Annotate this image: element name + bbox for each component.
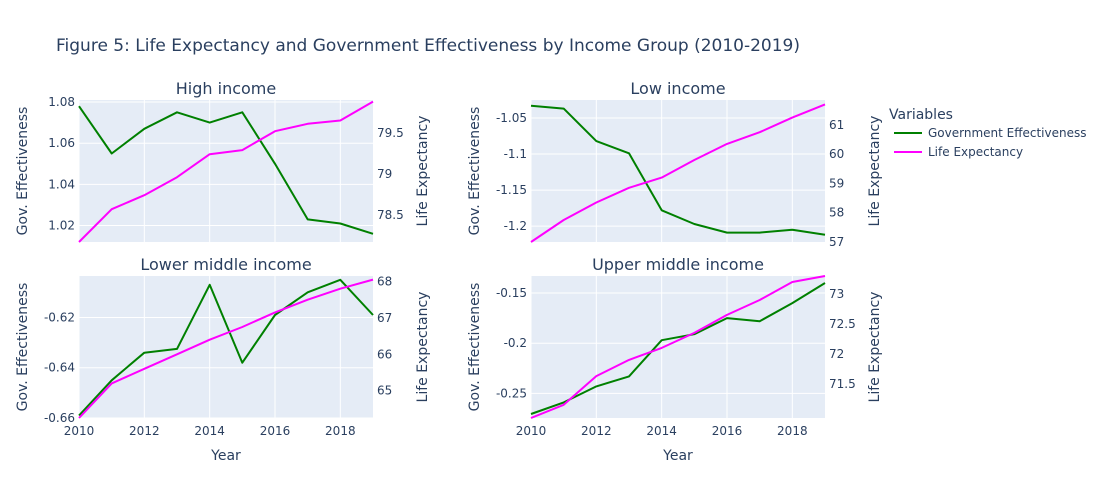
y-tick-label: 1.06 (48, 136, 75, 150)
y2-tick-label: 71.5 (829, 377, 856, 391)
subplot-title-low-income: Low income (630, 79, 725, 98)
x-tick-label: 2018 (777, 424, 808, 438)
figure-title: Figure 5: Life Expectancy and Government… (56, 36, 800, 56)
x-axis-title-lower-middle-income: Year (210, 448, 241, 464)
y-tick-label: -0.15 (496, 286, 527, 300)
legend-title: Variables (889, 107, 953, 123)
gov-effectiveness-line-lower-middle-income (78, 278, 374, 417)
subplot-lower-middle-income: -0.66 -0.64 -0.62 65 66 67 68 2010 2012 2014 2016 2… (15, 255, 431, 464)
y-tick-label: -0.66 (44, 411, 75, 425)
subplot-title-high-income: High income (176, 79, 276, 98)
y2-tick-label: 65 (377, 384, 392, 398)
life-expectancy-line-low-income (530, 103, 826, 243)
x-tick-label: 2010 (64, 424, 95, 438)
y-tick-label: -1.2 (504, 219, 527, 233)
y-tick-label: -0.62 (44, 310, 75, 324)
life-expectancy-line-lower-middle-income (78, 278, 374, 419)
y-tick-label: -1.15 (496, 183, 527, 197)
y2-tick-label: 79.5 (377, 126, 404, 140)
subplot-grid: 1.02 1.04 1.06 1.08 78.5 79 79.5 High income Gov… (15, 79, 883, 464)
gov-effectiveness-line-upper-middle-income (530, 282, 826, 415)
y2-tick-label: 72.5 (829, 317, 856, 331)
legend-label-gov: Government Effectiveness (928, 126, 1087, 140)
y2-tick-label: 58 (829, 206, 844, 220)
y2-axis-title-low-income: Life Expectancy (867, 116, 883, 227)
y2-axis-title-lower-middle-income: Life Expectancy (415, 292, 431, 403)
x-tick-label: 2012 (581, 424, 612, 438)
x-axis-title-upper-middle-income: Year (662, 448, 693, 464)
legend-item-life[interactable]: Life Expectancy (894, 145, 1023, 159)
x-tick-label: 2018 (325, 424, 356, 438)
x-tick-label: 2014 (646, 424, 677, 438)
x-tick-label: 2010 (516, 424, 547, 438)
plot-area-high-income (79, 100, 373, 242)
y-axis-title-low-income: Gov. Effectiveness (467, 107, 483, 236)
subplot-high-income: 1.02 1.04 1.06 1.08 78.5 79 79.5 High income Gov… (15, 79, 431, 243)
gov-effectiveness-line-high-income (78, 105, 374, 235)
y-tick-label: -1.1 (504, 147, 527, 161)
y2-tick-label: 68 (377, 274, 392, 288)
y2-axis-title-high-income: Life Expectancy (415, 116, 431, 227)
subplot-title-upper-middle-income: Upper middle income (592, 255, 764, 274)
y-tick-label: -1.05 (496, 111, 527, 125)
y2-axis-title-upper-middle-income: Life Expectancy (867, 292, 883, 403)
y2-tick-label: 60 (829, 147, 844, 161)
x-tick-label: 2016 (712, 424, 743, 438)
y2-tick-label: 78.5 (377, 208, 404, 222)
plot-area-lower-middle-income (79, 276, 373, 418)
y2-tick-label: 59 (829, 176, 844, 190)
legend-label-life: Life Expectancy (928, 145, 1023, 159)
y-axis-title-lower-middle-income: Gov. Effectiveness (15, 283, 31, 412)
x-tick-label: 2014 (194, 424, 225, 438)
legend[interactable]: Variables Government Effectiveness Life … (889, 107, 1087, 159)
y-axis-title-upper-middle-income: Gov. Effectiveness (467, 283, 483, 412)
y-tick-label: -0.25 (496, 386, 527, 400)
y-tick-label: -0.64 (44, 361, 75, 375)
y2-tick-label: 57 (829, 235, 844, 249)
subplot-low-income: -1.2 -1.15 -1.1 -1.05 57 58 59 60 61 Low income Go… (467, 79, 883, 249)
gov-effectiveness-line-low-income (530, 104, 826, 236)
y2-tick-label: 73 (829, 287, 844, 301)
life-expectancy-line-high-income (78, 100, 374, 243)
y-tick-label: 1.02 (48, 219, 75, 233)
subplot-upper-middle-income: -0.25 -0.2 -0.15 71.5 72 72.5 73 2010 2012 2014 20… (467, 255, 883, 464)
y2-tick-label: 72 (829, 347, 844, 361)
y-tick-label: 1.04 (48, 177, 75, 191)
x-tick-label: 2012 (129, 424, 160, 438)
life-expectancy-line-upper-middle-income (530, 275, 826, 419)
y-tick-label: -0.2 (504, 336, 527, 350)
y2-tick-label: 66 (377, 347, 392, 361)
legend-item-gov[interactable]: Government Effectiveness (894, 126, 1087, 140)
subplot-title-lower-middle-income: Lower middle income (140, 255, 311, 274)
y2-tick-label: 61 (829, 118, 844, 132)
y-tick-label: 1.08 (48, 95, 75, 109)
y2-tick-label: 67 (377, 311, 392, 325)
y-axis-title-high-income: Gov. Effectiveness (15, 107, 31, 236)
y2-tick-label: 79 (377, 167, 392, 181)
x-tick-label: 2016 (260, 424, 291, 438)
